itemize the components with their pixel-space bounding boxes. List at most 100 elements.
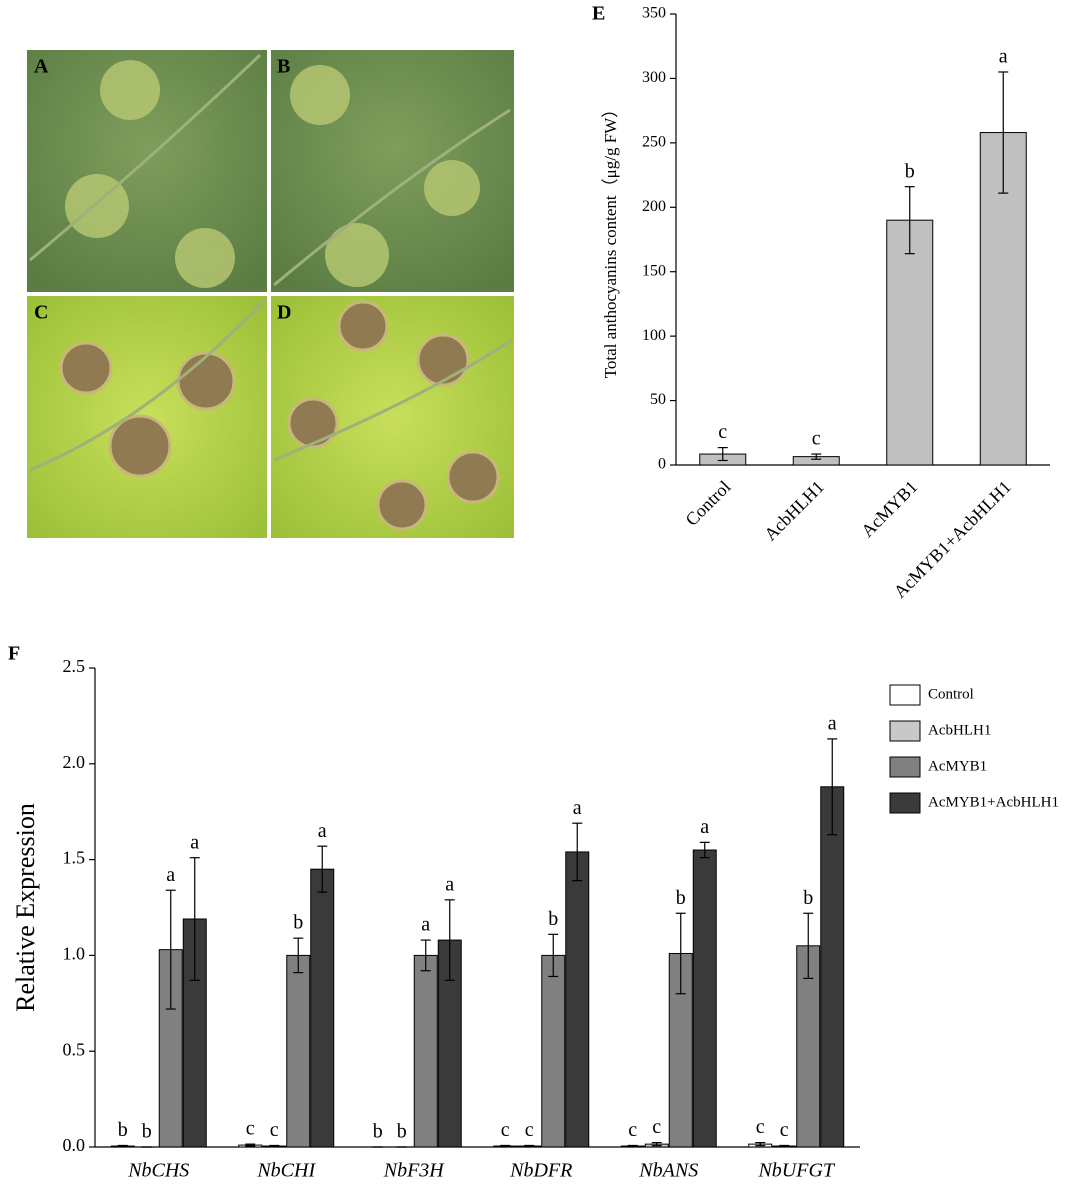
significance-letter: c <box>756 1116 765 1138</box>
error-bar <box>420 939 431 972</box>
error-bar <box>803 912 814 979</box>
error-bar <box>827 738 838 836</box>
bar <box>886 219 934 466</box>
error-bar <box>627 1144 638 1148</box>
error-bar <box>755 1141 766 1147</box>
legend-label: AcbHLH1 <box>928 722 991 738</box>
y-tick-label: 0.5 <box>63 1039 86 1059</box>
panel-label: B <box>277 56 290 78</box>
x-tick-label: NbCHS <box>127 1160 189 1182</box>
x-tick-label: NbDFR <box>509 1160 572 1182</box>
significance-letter: a <box>190 831 199 853</box>
error-bar <box>998 71 1009 194</box>
y-tick-label: 1.0 <box>63 944 86 964</box>
error-bar <box>245 1143 256 1147</box>
legend-label: Control <box>928 686 974 702</box>
significance-letter: a <box>828 712 837 734</box>
legend-swatch <box>889 756 921 778</box>
error-bar <box>675 912 686 995</box>
bar <box>413 954 438 1148</box>
significance-letter: b <box>548 908 558 930</box>
y-tick-label: 150 <box>642 262 666 279</box>
error-bar <box>444 899 455 981</box>
panel-label: E <box>592 3 605 25</box>
bar <box>310 868 335 1148</box>
significance-letter: b <box>397 1121 407 1143</box>
y-tick-label: 200 <box>642 198 666 215</box>
x-tick-label: Control <box>681 477 734 530</box>
significance-letter: b <box>676 887 686 909</box>
bar <box>692 849 717 1148</box>
significance-letter: a <box>318 820 327 842</box>
significance-letter: c <box>812 428 821 450</box>
error-bar <box>269 1144 280 1148</box>
significance-letter: c <box>246 1118 255 1140</box>
error-bar <box>500 1144 511 1148</box>
photo-panels: A B C D <box>27 50 514 538</box>
significance-letter: b <box>293 912 303 934</box>
y-tick-label: 0.0 <box>63 1135 86 1155</box>
veins <box>29 53 513 472</box>
x-tick-label: AcMYB1 <box>857 477 921 541</box>
bar <box>286 954 311 1148</box>
significance-letter: a <box>999 46 1008 68</box>
error-bar <box>904 186 915 255</box>
significance-letter: b <box>373 1121 383 1143</box>
bar <box>820 786 845 1148</box>
error-bar <box>811 453 822 460</box>
y-tick-label: 1.5 <box>63 848 86 868</box>
significance-letter: a <box>421 914 430 936</box>
y-tick-label: 350 <box>642 5 666 22</box>
spots <box>65 60 480 288</box>
legend-label: AcMYB1+AcbHLH1 <box>928 794 1059 810</box>
significance-letter: a <box>166 864 175 886</box>
x-tick-label: NbCHI <box>256 1160 316 1182</box>
significance-letter: c <box>501 1119 510 1141</box>
y-tick-label: 0 <box>658 456 666 473</box>
error-bar <box>524 1144 535 1148</box>
error-bar <box>572 822 583 882</box>
significance-letter: c <box>718 421 727 443</box>
x-tick-label: NbUFGT <box>757 1160 835 1182</box>
error-bar <box>548 933 559 978</box>
x-tick-label: AcbHLH1 <box>760 477 828 545</box>
significance-letter: c <box>628 1119 637 1141</box>
panel-label: A <box>34 56 49 78</box>
error-bar <box>165 889 176 1010</box>
legend-label: AcMYB1 <box>928 758 987 774</box>
lesions <box>59 300 500 531</box>
x-tick-label: NbF3H <box>383 1160 446 1182</box>
legend-swatch <box>889 684 921 706</box>
significance-letter: b <box>142 1121 152 1143</box>
significance-letter: c <box>525 1119 534 1141</box>
y-tick-label: 300 <box>642 69 666 86</box>
y-axis-title: Relative Expression <box>11 803 40 1012</box>
legend-swatch <box>889 720 921 742</box>
significance-letter: c <box>780 1119 789 1141</box>
error-bar <box>117 1144 128 1148</box>
error-bar <box>651 1141 662 1147</box>
bar <box>541 954 566 1148</box>
y-tick-label: 50 <box>650 391 666 408</box>
panel-label: D <box>277 302 291 324</box>
significance-letter: b <box>803 887 813 909</box>
significance-letter: b <box>118 1119 128 1141</box>
y-tick-label: 2.5 <box>63 656 86 676</box>
significance-letter: a <box>700 816 709 838</box>
y-tick-label: 100 <box>642 327 666 344</box>
error-bar <box>779 1144 790 1148</box>
error-bar <box>699 841 710 859</box>
y-tick-label: 250 <box>642 134 666 151</box>
y-tick-label: 2.0 <box>63 752 86 772</box>
bar <box>565 851 590 1148</box>
significance-letter: a <box>573 797 582 819</box>
x-tick-label: NbANS <box>638 1160 698 1182</box>
significance-letter: c <box>270 1119 279 1141</box>
significance-letter: b <box>905 160 915 182</box>
y-axis-title: Total anthocyanins content（μg/g FW） <box>601 101 620 379</box>
error-bar <box>317 845 328 893</box>
significance-letter: c <box>652 1116 661 1138</box>
legend-swatch <box>889 792 921 814</box>
error-bar <box>189 857 200 981</box>
